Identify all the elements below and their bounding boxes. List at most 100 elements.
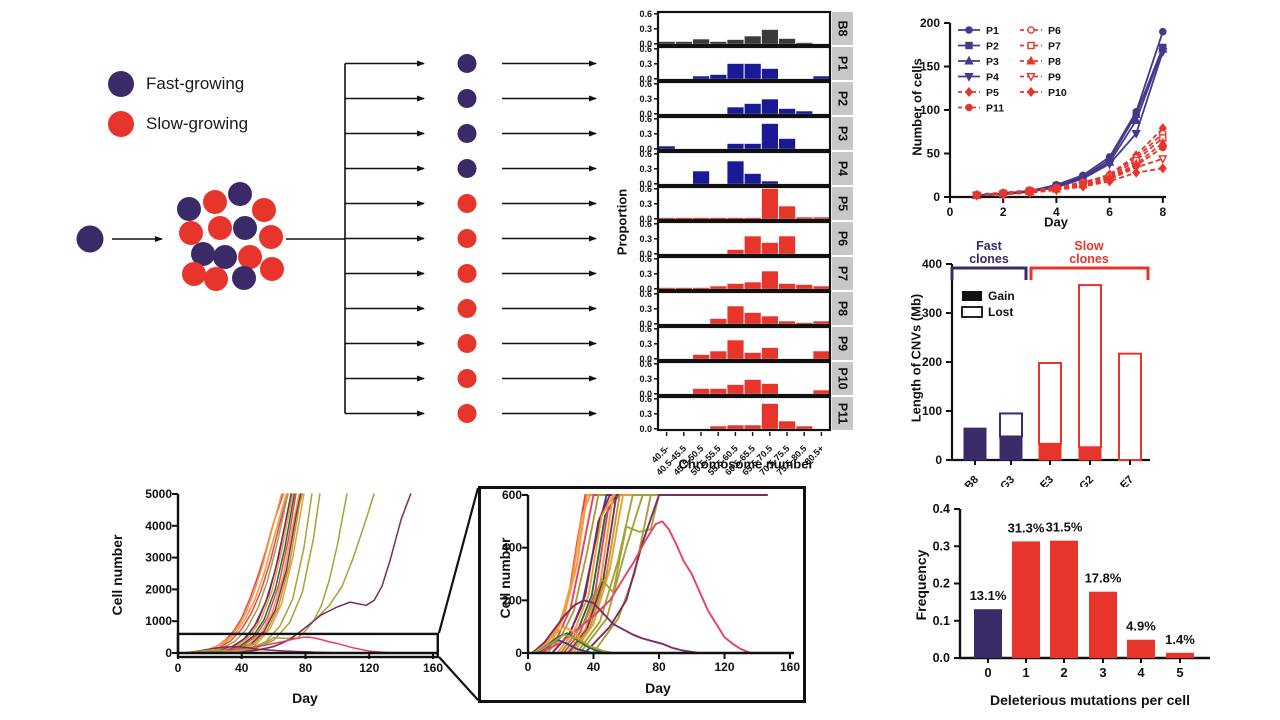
svg-text:4000: 4000 bbox=[145, 519, 172, 533]
svg-text:0.6: 0.6 bbox=[639, 149, 652, 159]
cell-number-chart: 0 1000 2000 3000 4000 5000 0 40 80 120 160 bbox=[145, 487, 443, 675]
svg-text:3: 3 bbox=[1099, 665, 1106, 680]
svg-text:0.0: 0.0 bbox=[639, 144, 652, 154]
svg-text:0.3: 0.3 bbox=[639, 409, 652, 419]
svg-text:P3: P3 bbox=[836, 126, 850, 141]
svg-text:4.9%: 4.9% bbox=[1126, 619, 1156, 634]
svg-text:0.0: 0.0 bbox=[639, 214, 652, 224]
cluster-cell bbox=[177, 197, 201, 221]
svg-text:0.0: 0.0 bbox=[639, 109, 652, 119]
svg-text:0.0: 0.0 bbox=[639, 354, 652, 364]
cluster-cell bbox=[182, 262, 206, 286]
svg-text:300: 300 bbox=[922, 306, 942, 320]
svg-text:0.0: 0.0 bbox=[639, 249, 652, 259]
svg-text:0.3: 0.3 bbox=[639, 199, 652, 209]
svg-text:P5: P5 bbox=[836, 196, 850, 211]
karyotype-histograms: 0.6 0.3 0.0 B8 0.6 0.3 0.0 P1 0.6 0.3 0.0 P2 0.6 0.3 0… bbox=[639, 9, 853, 477]
growth-x-axis-label: Day bbox=[1044, 214, 1068, 230]
cluster-cell bbox=[238, 245, 262, 269]
fast-clones-bracket-label: Fast clones bbox=[969, 239, 1009, 267]
mutation-frequency-chart: 0.0 0.1 0.2 0.3 0.4 13.1% 0 31.3% 1 31.5% 2 17.8% 3 4… bbox=[933, 502, 1210, 680]
svg-text:0.2: 0.2 bbox=[933, 577, 950, 591]
svg-text:400: 400 bbox=[502, 541, 522, 555]
legend-dot-fast bbox=[108, 71, 134, 97]
svg-text:80: 80 bbox=[652, 660, 666, 674]
growth-y-axis-label: Number of cells bbox=[909, 58, 925, 156]
svg-text:200: 200 bbox=[922, 355, 942, 369]
histogram-x-axis-label: Chromosome number bbox=[678, 456, 814, 472]
svg-text:Lost: Lost bbox=[988, 305, 1013, 319]
svg-text:200: 200 bbox=[502, 593, 522, 607]
cell-growth-chart: 0 50 100 150 200 0 2 4 6 8 P1 P2 P3 P4 P5 P11 P6 P7 P8 P9 P1… bbox=[920, 16, 1168, 219]
svg-text:40: 40 bbox=[587, 660, 601, 674]
clone-schematic bbox=[76, 54, 597, 423]
svg-text:0.6: 0.6 bbox=[639, 254, 652, 264]
svg-text:0: 0 bbox=[935, 453, 942, 467]
clone-cell bbox=[457, 124, 477, 143]
svg-text:0: 0 bbox=[515, 646, 522, 660]
clone-cell bbox=[457, 404, 477, 423]
cluster-cell bbox=[203, 190, 227, 214]
svg-text:5: 5 bbox=[1176, 665, 1183, 680]
svg-text:0.0: 0.0 bbox=[639, 39, 652, 49]
svg-text:0.3: 0.3 bbox=[639, 339, 652, 349]
svg-text:P5: P5 bbox=[986, 87, 999, 99]
clone-cell bbox=[457, 334, 477, 353]
svg-text:0.3: 0.3 bbox=[639, 269, 652, 279]
svg-text:0.0: 0.0 bbox=[639, 74, 652, 84]
cnv-y-axis-label: Length of CNVs (Mb) bbox=[908, 293, 924, 423]
svg-text:0.6: 0.6 bbox=[639, 289, 652, 299]
svg-text:31.3%: 31.3% bbox=[1008, 520, 1045, 535]
svg-text:P7: P7 bbox=[836, 266, 850, 281]
cluster-cell bbox=[204, 267, 228, 291]
svg-text:P6: P6 bbox=[836, 231, 850, 246]
svg-text:2: 2 bbox=[1000, 205, 1007, 219]
svg-text:0: 0 bbox=[984, 665, 991, 680]
svg-text:13.1%: 13.1% bbox=[970, 588, 1007, 603]
svg-text:40: 40 bbox=[235, 661, 249, 675]
svg-text:P3: P3 bbox=[986, 56, 999, 68]
svg-text:0.3: 0.3 bbox=[639, 304, 652, 314]
cluster-cell bbox=[213, 245, 237, 269]
legend-dot-slow bbox=[108, 111, 134, 137]
svg-text:P9: P9 bbox=[1048, 72, 1061, 84]
cluster-cell bbox=[252, 198, 276, 222]
cluster-cell bbox=[208, 216, 232, 240]
svg-text:0.3: 0.3 bbox=[639, 374, 652, 384]
svg-text:0.0: 0.0 bbox=[639, 179, 652, 189]
svg-text:1000: 1000 bbox=[145, 614, 172, 628]
svg-text:100: 100 bbox=[922, 404, 942, 418]
clone-cell bbox=[457, 159, 477, 178]
svg-text:B8: B8 bbox=[836, 21, 850, 37]
svg-text:600: 600 bbox=[502, 489, 522, 502]
svg-text:0.6: 0.6 bbox=[639, 219, 652, 229]
clone-cell bbox=[457, 264, 477, 283]
svg-text:200: 200 bbox=[920, 16, 940, 30]
svg-text:Gain: Gain bbox=[988, 289, 1015, 303]
svg-text:0.6: 0.6 bbox=[639, 324, 652, 334]
svg-text:0: 0 bbox=[165, 646, 172, 660]
svg-text:P1: P1 bbox=[986, 25, 999, 37]
svg-text:160: 160 bbox=[780, 660, 800, 674]
svg-text:P8: P8 bbox=[1048, 56, 1061, 68]
cluster-cell bbox=[191, 242, 215, 266]
zoom-y-axis-label: Cell number bbox=[497, 537, 513, 619]
svg-text:0.3: 0.3 bbox=[933, 539, 950, 553]
cluster-cell bbox=[233, 216, 257, 240]
founder-cell bbox=[76, 225, 104, 253]
svg-text:120: 120 bbox=[714, 660, 734, 674]
legend-label-slow-growing: Slow-growing bbox=[146, 114, 249, 133]
svg-text:17.8%: 17.8% bbox=[1085, 571, 1122, 586]
svg-text:P11: P11 bbox=[986, 103, 1004, 115]
svg-text:0.3: 0.3 bbox=[639, 234, 652, 244]
svg-text:P8: P8 bbox=[836, 301, 850, 316]
clone-cell bbox=[457, 229, 477, 248]
mutation-y-axis-label: Frequency bbox=[913, 549, 929, 621]
svg-text:P11: P11 bbox=[836, 403, 850, 425]
mutation-x-axis-label: Deleterious mutations per cell bbox=[990, 692, 1190, 708]
svg-text:P4: P4 bbox=[986, 72, 999, 84]
svg-text:5000: 5000 bbox=[145, 487, 172, 501]
svg-text:P2: P2 bbox=[836, 91, 850, 106]
